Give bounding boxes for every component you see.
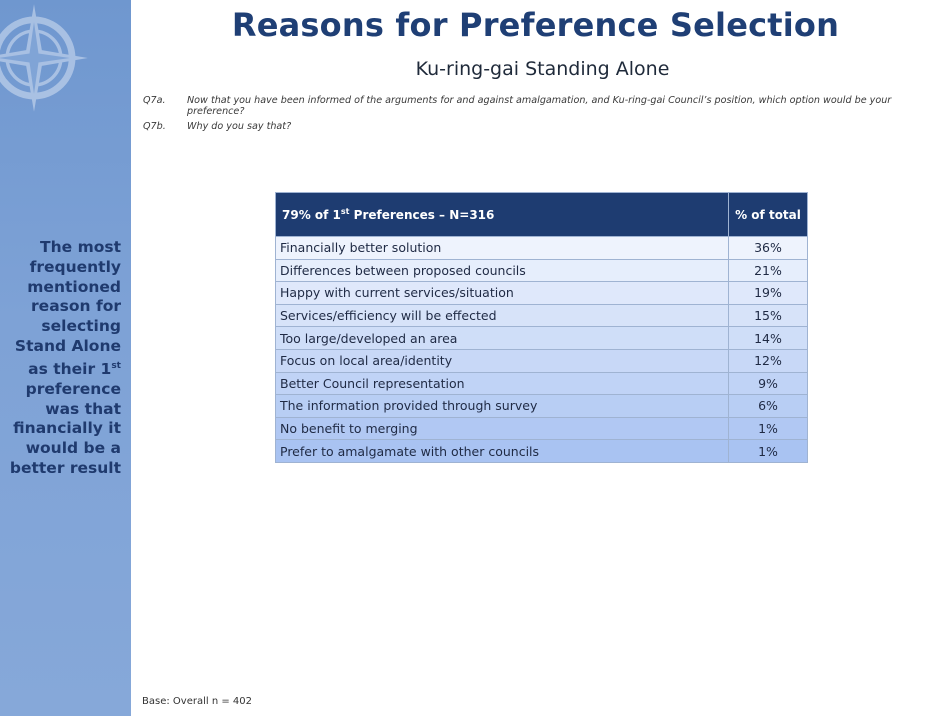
reason-cell: Better Council representation [275,371,729,396]
table-row: Differences between proposed councils 21% [275,258,808,283]
percent-cell: 36% [728,236,808,260]
reason-cell: No benefit to merging [275,416,729,441]
table-row: Prefer to amalgamate with other councils… [275,439,808,463]
table-header-row: 79% of 1st Preferences – N=316 % of tota… [275,192,808,237]
table-row: Services/efficiency will be effected 15% [275,303,808,328]
percent-cell: 12% [728,348,808,373]
reason-cell: Prefer to amalgamate with other councils [275,439,729,463]
reason-cell: Happy with current services/situation [275,281,729,305]
question-code: Q7b. [143,121,166,132]
table-row: No benefit to merging 1% [275,416,808,441]
table-row: The information provided through survey 6… [275,394,808,418]
percent-cell: 15% [728,303,808,328]
question-text: Now that you have been informed of the a… [187,95,892,117]
reason-cell: Differences between proposed councils [275,258,729,283]
percent-cell: 19% [728,281,808,305]
percent-cell: 1% [728,416,808,441]
table-row: Too large/developed an area 14% [275,326,808,350]
reason-cell: Financially better solution [275,236,729,260]
sidebar-panel: The most frequently mentioned reason for… [0,0,131,716]
page-subtitle: Ku-ring-gai Standing Alone [415,58,670,80]
question-text: Why do you say that? [187,121,292,132]
question-code: Q7a. [143,95,166,106]
percent-cell: 6% [728,394,808,418]
sidebar-summary-text: The most frequently mentioned reason for… [9,238,121,477]
percent-cell: 14% [728,326,808,350]
percent-cell: 9% [728,371,808,396]
page-title: Reasons for Preference Selection [231,6,840,44]
reason-cell: Services/efficiency will be effected [275,303,729,328]
table-row: Financially better solution 36% [275,236,808,260]
compass-rose-icon [0,4,88,112]
table-row: Better Council representation 9% [275,371,808,396]
table-header-percent: % of total [728,192,808,237]
percent-cell: 1% [728,439,808,463]
reason-cell: Focus on local area/identity [275,348,729,373]
reasons-table: 79% of 1st Preferences – N=316 % of tota… [275,192,808,463]
table-row: Happy with current services/situation 19% [275,281,808,305]
base-note: Base: Overall n = 402 [142,696,252,707]
reason-cell: Too large/developed an area [275,326,729,350]
reason-cell: The information provided through survey [275,394,729,418]
percent-cell: 21% [728,258,808,283]
table-header-reason: 79% of 1st Preferences – N=316 [275,192,729,237]
table-row: Focus on local area/identity 12% [275,348,808,373]
